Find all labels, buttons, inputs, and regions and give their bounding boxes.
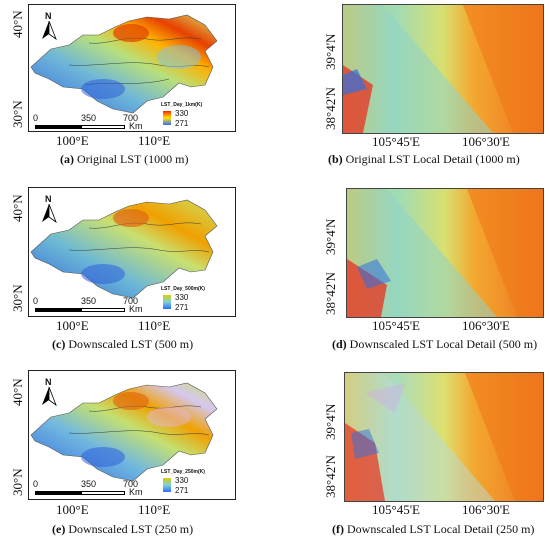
detail-map (342, 4, 544, 134)
detail-map-image (343, 5, 543, 133)
caption-letter: (e) (52, 522, 66, 536)
caption-text: Downscaled LST (250 m) (65, 522, 194, 536)
lat-label-30: 30°N (10, 468, 25, 496)
caption-letter: (d) (332, 337, 347, 351)
north-arrow: N (39, 377, 59, 407)
lon-label-100: 100°E (56, 133, 89, 148)
caption-a: (a) Original LST (1000 m) (60, 152, 188, 167)
lon-label-110: 110°E (138, 133, 171, 148)
lat-label-40: 40°N (10, 378, 25, 406)
caption-letter: (a) (60, 152, 74, 166)
lst-map-image (30, 199, 218, 299)
caption-c: (c) Downscaled LST (500 m) (52, 337, 193, 352)
detail-map (344, 372, 544, 502)
lst-map-image (30, 14, 218, 114)
lst-map-frame: N LST_Day_500m(K) 330 271 0 350 700 Km (28, 187, 236, 317)
scale-label-700: 700 (123, 113, 139, 123)
legend-min: 271 (175, 119, 189, 128)
north-arrow-icon (42, 387, 57, 407)
legend-title: LST_Day_1km(K) (161, 102, 203, 108)
legend-min: 271 (175, 303, 189, 312)
north-arrow-icon (42, 21, 57, 41)
detail-map-image (345, 373, 543, 501)
scale-bar (35, 491, 125, 495)
legend-colorbar (163, 478, 171, 492)
caption-text: Downscaled LST Local Detail (500 m) (346, 337, 538, 351)
scale-label-0: 0 (33, 296, 39, 306)
lon-label-100: 100°E (56, 318, 89, 333)
caption-b: (b) Original LST Local Detail (1000 m) (328, 152, 520, 167)
caption-letter: (c) (52, 337, 66, 351)
lon-label-110: 110°E (138, 318, 171, 333)
lat-label-38-42: 38°42'N (323, 272, 338, 315)
legend-colorbar (163, 111, 171, 125)
scale-label-350: 350 (81, 296, 97, 306)
lat-label-30: 30°N (10, 284, 25, 312)
lon-label-105-45: 105°45'E (372, 502, 420, 517)
legend-max: 330 (175, 293, 189, 302)
detail-map-image (347, 189, 543, 317)
lat-label-40: 40°N (10, 10, 25, 38)
legend-min: 271 (175, 486, 189, 495)
lon-label-106-30: 106°30'E (462, 134, 510, 149)
north-label: N (45, 194, 52, 204)
lon-label-105-45: 105°45'E (372, 134, 420, 149)
caption-text: Downscaled LST (500 m) (65, 337, 194, 351)
scale-unit: Km (129, 121, 143, 131)
caption-letter: (f) (332, 522, 344, 536)
scale-label-350: 350 (81, 113, 97, 123)
caption-text: Downscaled LST Local Detail (250 m) (344, 522, 535, 536)
north-arrow: N (39, 11, 59, 41)
lat-label-30: 30°N (10, 100, 25, 128)
lat-label-39-4: 39°4'N (323, 33, 338, 70)
caption-f: (f) Downscaled LST Local Detail (250 m) (332, 522, 534, 537)
lat-label-39-4: 39°4'N (323, 403, 338, 440)
lon-label-100: 100°E (56, 502, 89, 517)
north-label: N (45, 11, 52, 21)
north-arrow: N (39, 194, 59, 224)
lat-label-38-42: 38°42'N (323, 87, 338, 130)
lon-label-106-30: 106°30'E (462, 318, 510, 333)
lat-label-38-42: 38°42'N (323, 455, 338, 498)
scale-bar (35, 308, 125, 312)
legend-colorbar (163, 295, 171, 309)
lat-label-40: 40°N (10, 194, 25, 222)
caption-e: (e) Downscaled LST (250 m) (52, 522, 193, 537)
legend-title: LST_Day_250m(K) (161, 469, 205, 475)
scale-label-700: 700 (123, 479, 139, 489)
lon-label-106-30: 106°30'E (462, 502, 510, 517)
north-label: N (45, 377, 52, 387)
north-arrow-icon (42, 204, 57, 224)
caption-text: Original LST Local Detail (1000 m) (342, 152, 520, 166)
legend-title: LST_Day_500m(K) (161, 286, 205, 292)
legend-max: 330 (175, 476, 189, 485)
lon-label-105-45: 105°45'E (372, 318, 420, 333)
scale-label-0: 0 (33, 113, 39, 123)
lst-map-image (30, 382, 218, 482)
caption-text: Original LST (1000 m) (74, 152, 189, 166)
lst-map-frame: N LST_Day_250m(K) 330 271 0 350 700 Km (28, 370, 236, 500)
detail-map (346, 188, 544, 318)
legend-max: 330 (175, 109, 189, 118)
lon-label-110: 110°E (138, 502, 171, 517)
caption-d: (d) Downscaled LST Local Detail (500 m) (332, 337, 537, 352)
scale-unit: Km (129, 304, 143, 314)
scale-bar (35, 125, 125, 129)
lst-map-frame: N LST_Day_1km(K) 330 271 0 350 700 Km (28, 4, 236, 132)
scale-label-0: 0 (33, 479, 39, 489)
caption-letter: (b) (328, 152, 343, 166)
scale-unit: Km (129, 487, 143, 497)
scale-label-700: 700 (123, 296, 139, 306)
lat-label-39-4: 39°4'N (323, 218, 338, 255)
scale-label-350: 350 (81, 479, 97, 489)
